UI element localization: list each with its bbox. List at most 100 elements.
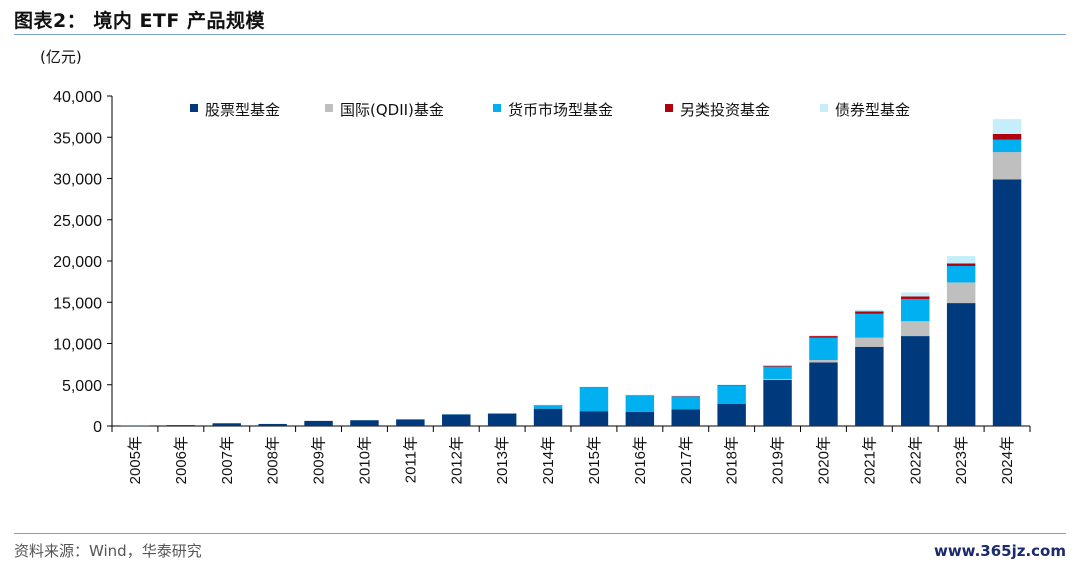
x-tick-label: 2023年: [953, 436, 970, 484]
legend-label: 股票型基金: [205, 101, 280, 119]
bar-segment: [901, 321, 930, 337]
x-tick-label: 2012年: [448, 436, 465, 484]
x-tick-label: 2016年: [632, 436, 649, 484]
bar-segment: [671, 395, 700, 397]
legend-label: 国际(QDII)基金: [340, 101, 444, 119]
y-tick-label: 30,000: [53, 172, 102, 189]
bar-segment: [855, 346, 884, 426]
bar-segment: [809, 362, 838, 426]
bar-segment: [901, 296, 930, 299]
y-tick-label: 5,000: [62, 378, 102, 395]
bar-segment: [809, 335, 838, 337]
bar-segment: [946, 256, 976, 264]
bar-segment: [992, 133, 1022, 140]
x-tick-label: 2018年: [724, 436, 741, 484]
bar-segment: [625, 411, 655, 426]
y-tick-label: 35,000: [53, 130, 102, 147]
bar-segment: [992, 119, 1022, 134]
bar-segment: [625, 394, 655, 396]
bar-segment: [717, 385, 746, 404]
bar-segment: [671, 396, 700, 397]
y-tick-label: 0: [93, 419, 102, 436]
bar-segment: [671, 396, 700, 410]
unit-label: (亿元): [40, 48, 82, 66]
bar-segment: [579, 387, 609, 388]
bar-segment: [442, 413, 471, 415]
bar-segment: [855, 337, 884, 347]
bar-segment: [350, 420, 379, 426]
bar-segment: [946, 265, 976, 283]
legend-label: 债券型基金: [835, 101, 910, 119]
bar-segment: [901, 292, 930, 297]
y-tick-label: 15,000: [53, 295, 102, 312]
bar-segment: [625, 395, 655, 396]
bar-segment: [442, 414, 471, 426]
bar-segment: [901, 298, 930, 322]
bar-segment: [579, 386, 609, 388]
bar-segment: [855, 313, 884, 338]
x-tick-label: 2017年: [678, 436, 695, 484]
bar-segment: [809, 336, 838, 338]
watermark: www.365jz.com: [933, 542, 1066, 560]
x-tick-label: 2007年: [219, 436, 236, 484]
bar-segment: [763, 365, 792, 366]
legend-swatch: [665, 104, 673, 112]
x-tick-label: 2006年: [173, 436, 190, 484]
bar-segment: [579, 387, 609, 412]
legend-swatch: [493, 104, 501, 112]
legend-swatch: [325, 104, 333, 112]
bar-segment: [625, 395, 655, 412]
bar-segment: [671, 409, 700, 426]
bar-segment: [212, 423, 241, 426]
bar-segment: [946, 282, 976, 304]
x-tick-label: 2013年: [494, 436, 511, 484]
bar-segment: [763, 378, 792, 380]
bar-segment: [258, 423, 287, 426]
bar-segment: [533, 404, 563, 406]
chart-title: 图表2： 境内 ETF 产品规模: [14, 10, 265, 32]
legend-label: 另类投资基金: [680, 101, 770, 119]
x-tick-label: 2014年: [540, 436, 557, 484]
bar-segment: [304, 420, 333, 426]
bar-segment: [763, 365, 792, 367]
source-note: 资料来源：Wind，华泰研究: [14, 542, 202, 560]
bar-segment: [533, 408, 563, 426]
bar-segment: [809, 337, 838, 360]
x-tick-label: 2015年: [586, 436, 603, 484]
x-tick-label: 2009年: [311, 436, 328, 484]
bottom-rule: [14, 533, 1066, 534]
top-rule: [14, 34, 1066, 35]
legend-swatch: [190, 104, 198, 112]
bar-segment: [717, 403, 746, 426]
legend-label: 货币市场型基金: [508, 101, 613, 119]
bar-segment: [809, 360, 838, 363]
bar-segment: [579, 411, 609, 426]
bar-segment: [992, 179, 1022, 426]
bar-segment: [487, 412, 517, 414]
y-tick-label: 10,000: [53, 337, 102, 354]
y-tick-label: 40,000: [53, 89, 102, 106]
x-tick-label: 2008年: [265, 436, 282, 484]
bar-segment: [717, 384, 746, 386]
x-tick-label: 2019年: [770, 436, 787, 484]
bar-segment: [120, 425, 150, 427]
bar-segment: [901, 336, 930, 426]
x-tick-label: 2020年: [815, 436, 832, 484]
x-tick-label: 2005年: [127, 436, 144, 484]
y-tick-label: 20,000: [53, 254, 102, 271]
x-tick-label: 2021年: [861, 436, 878, 484]
bar-segment: [992, 139, 1022, 153]
bar-segment: [533, 405, 563, 406]
bar-segment: [855, 309, 884, 312]
bar-segment: [855, 311, 884, 314]
bar-segment: [763, 366, 792, 379]
bar-segment: [396, 419, 425, 426]
x-tick-label: 2011年: [402, 436, 419, 483]
bar-segment: [992, 152, 1022, 180]
x-tick-label: 2022年: [907, 436, 924, 484]
x-tick-label: 2024年: [999, 436, 1016, 484]
bar-segment: [166, 425, 196, 426]
legend-swatch: [820, 104, 828, 112]
